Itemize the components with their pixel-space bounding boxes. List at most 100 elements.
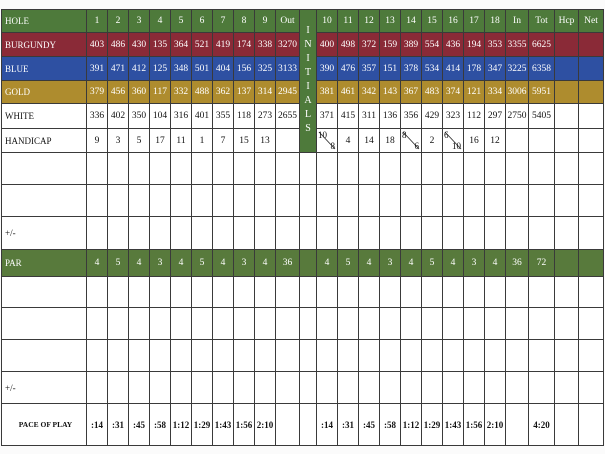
score-cell [150, 372, 170, 403]
score-cell [506, 277, 528, 307]
score-cell [300, 340, 316, 371]
score-cell [359, 308, 379, 339]
score-cell: 1:43 [443, 404, 463, 445]
score-cell: 18 [380, 129, 400, 152]
score-cell [464, 340, 484, 371]
score-cell [485, 153, 505, 184]
score-cell: 4 [317, 250, 337, 276]
handicap-top: 6 [444, 130, 449, 140]
score-cell [234, 340, 254, 371]
score-cell [213, 372, 233, 403]
row-label: +/- [2, 217, 86, 249]
score-cell [401, 217, 421, 249]
score-cell: 414 [443, 57, 463, 80]
score-cell [579, 250, 603, 276]
score-cell: 336 [87, 104, 107, 128]
score-cell [129, 308, 149, 339]
score-cell: 3006 [506, 81, 528, 103]
score-cell [338, 372, 358, 403]
score-cell: 400 [317, 33, 337, 56]
score-cell [555, 129, 578, 152]
row-label: HOLE [2, 10, 86, 32]
score-cell: 5 [171, 10, 191, 32]
score-cell [579, 277, 603, 307]
score-cell: Tot [529, 10, 554, 32]
score-cell [317, 372, 337, 403]
score-cell [300, 250, 316, 276]
score-cell [464, 277, 484, 307]
score-cell [87, 340, 107, 371]
score-cell [506, 308, 528, 339]
score-cell: :31 [338, 404, 358, 445]
handicap-bottom: 10 [452, 141, 461, 151]
score-cell [579, 217, 603, 249]
score-cell [150, 153, 170, 184]
score-cell [338, 340, 358, 371]
score-cell [192, 277, 212, 307]
score-cell [213, 308, 233, 339]
score-cell: 194 [464, 33, 484, 56]
score-cell: 486 [108, 33, 128, 56]
row-label: WHITE [2, 104, 86, 128]
score-cell: 118 [234, 104, 254, 128]
score-cell: 4 [213, 250, 233, 276]
score-cell: :14 [317, 404, 337, 445]
score-cell: 151 [380, 57, 400, 80]
score-cell: 3355 [506, 33, 528, 56]
score-cell [529, 277, 554, 307]
score-cell [359, 340, 379, 371]
score-cell: 4 [359, 250, 379, 276]
score-cell [555, 57, 578, 80]
score-cell [401, 277, 421, 307]
score-cell: 471 [108, 57, 128, 80]
score-cell [443, 277, 463, 307]
score-cell: 3 [380, 250, 400, 276]
score-cell: 3225 [506, 57, 528, 80]
score-cell: 1 [192, 129, 212, 152]
score-cell: 554 [422, 33, 442, 56]
score-cell [276, 217, 299, 249]
score-cell: 379 [87, 81, 107, 103]
score-cell [317, 185, 337, 216]
score-cell [255, 277, 275, 307]
score-cell [401, 340, 421, 371]
score-cell [276, 404, 299, 445]
score-cell [380, 185, 400, 216]
score-cell [171, 308, 191, 339]
score-cell: 3133 [276, 57, 299, 80]
score-cell [276, 308, 299, 339]
score-cell [380, 153, 400, 184]
score-cell: :14 [87, 404, 107, 445]
score-cell: 15 [234, 129, 254, 152]
score-cell: 4:20 [529, 404, 554, 445]
score-cell [192, 340, 212, 371]
score-cell [87, 185, 107, 216]
score-cell: 390 [317, 57, 337, 80]
score-cell: 350 [129, 104, 149, 128]
row-label: PACE OF PLAY [2, 404, 86, 445]
score-cell: 391 [87, 57, 107, 80]
score-cell: 14 [359, 129, 379, 152]
score-cell: 334 [485, 81, 505, 103]
score-cell [192, 153, 212, 184]
score-cell: 461 [338, 81, 358, 103]
score-cell: 4 [338, 129, 358, 152]
score-cell: 357 [359, 57, 379, 80]
score-cell [317, 153, 337, 184]
score-cell: 4 [401, 250, 421, 276]
score-cell [129, 277, 149, 307]
score-cell: 419 [213, 33, 233, 56]
score-cell [150, 185, 170, 216]
score-cell: 488 [192, 81, 212, 103]
score-cell [300, 217, 316, 249]
score-cell: 4 [485, 250, 505, 276]
score-cell: Out [276, 10, 299, 32]
split-handicap: 6 10 [443, 129, 463, 152]
score-cell [192, 372, 212, 403]
row-label [2, 153, 86, 184]
score-cell [234, 185, 254, 216]
score-cell: 1:29 [422, 404, 442, 445]
score-cell: 5 [129, 129, 149, 152]
score-cell [380, 308, 400, 339]
score-cell [87, 153, 107, 184]
